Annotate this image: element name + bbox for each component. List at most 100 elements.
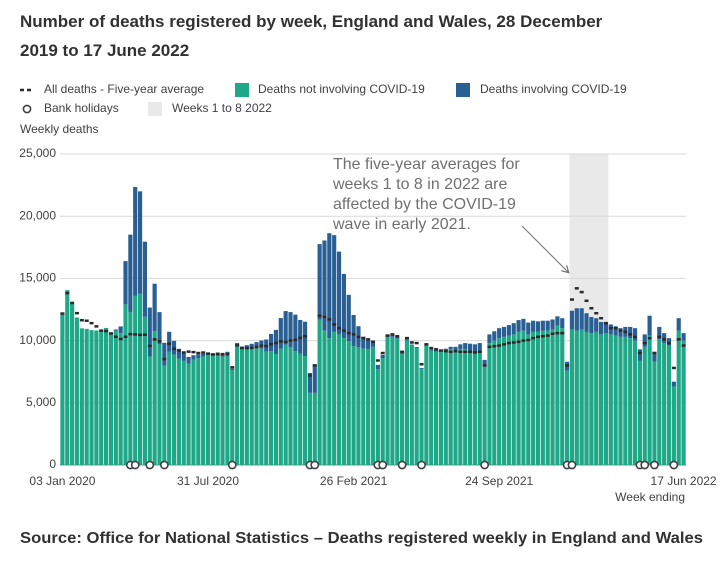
bar-segment bbox=[89, 330, 94, 465]
bar-segment bbox=[380, 354, 385, 359]
bar-segment bbox=[589, 333, 594, 465]
bar-segment bbox=[511, 334, 516, 465]
bank-holiday-marker bbox=[397, 460, 407, 470]
bar-segment bbox=[288, 347, 293, 465]
bar-segment bbox=[147, 307, 152, 357]
bar-segment bbox=[492, 340, 497, 465]
bar-segment bbox=[531, 320, 536, 332]
bar-segment bbox=[531, 331, 536, 465]
bar-segment bbox=[307, 392, 313, 465]
bar-segment bbox=[540, 320, 545, 331]
bar-segment bbox=[647, 335, 652, 465]
bar-segment bbox=[249, 347, 254, 465]
bank-holiday-marker bbox=[130, 460, 140, 470]
bar-segment bbox=[419, 369, 424, 465]
bar-segment bbox=[501, 336, 507, 465]
bar-segment bbox=[336, 334, 342, 465]
bar-segment bbox=[535, 321, 541, 332]
bar-segment bbox=[652, 361, 657, 465]
bar-segment bbox=[511, 323, 516, 335]
bar-segment bbox=[375, 369, 380, 465]
bar-segment bbox=[346, 294, 351, 342]
bar-segment bbox=[152, 331, 157, 465]
bar-segment bbox=[637, 349, 642, 361]
bar-segment bbox=[307, 372, 313, 393]
bar-segment bbox=[535, 331, 541, 465]
bar-segment bbox=[404, 339, 410, 341]
bar-segment bbox=[613, 335, 618, 465]
bar-segment bbox=[60, 312, 65, 465]
bar-segment bbox=[555, 316, 560, 326]
bar-segment bbox=[603, 321, 609, 334]
bar-segment bbox=[584, 331, 589, 465]
bar-segment bbox=[676, 318, 681, 331]
bar-segment bbox=[540, 330, 545, 465]
bar-segment bbox=[225, 351, 230, 354]
bar-segment bbox=[652, 351, 657, 362]
bar-segment bbox=[196, 358, 201, 465]
bar-segment bbox=[108, 332, 114, 465]
bar-segment bbox=[637, 360, 642, 465]
legend-swatch bbox=[148, 102, 162, 116]
bar-segment bbox=[74, 317, 80, 465]
bar-segment bbox=[366, 340, 371, 350]
bar-segment bbox=[429, 350, 434, 465]
bar-segment bbox=[137, 191, 143, 294]
bar-segment bbox=[662, 343, 667, 465]
bar-segment bbox=[273, 353, 279, 465]
bar-segment bbox=[560, 318, 565, 329]
y-tick-label: 15,000 bbox=[19, 271, 56, 285]
legend-swatch bbox=[22, 104, 32, 114]
x-tick-label: 26 Feb 2021 bbox=[320, 474, 388, 488]
bar-segment bbox=[555, 325, 560, 465]
bar-segment bbox=[201, 353, 206, 357]
bar-segment bbox=[220, 356, 225, 465]
bank-holiday-marker bbox=[567, 460, 577, 470]
bar-segment bbox=[254, 342, 259, 348]
bar-segment bbox=[283, 311, 288, 345]
annotation-text: affected by the COVID-19 bbox=[333, 196, 516, 213]
bar-segment bbox=[671, 386, 676, 465]
bar-segment bbox=[370, 346, 376, 465]
bar-segment bbox=[269, 351, 274, 465]
bar-segment bbox=[259, 348, 264, 465]
bar-segment bbox=[327, 233, 332, 339]
legend-label: Weeks 1 to 8 2022 bbox=[172, 101, 272, 115]
bar-segment bbox=[632, 340, 638, 465]
bar-segment bbox=[608, 334, 613, 465]
bar-segment bbox=[157, 312, 162, 345]
bar-segment bbox=[526, 322, 531, 335]
bar-segment bbox=[128, 311, 133, 465]
bar-segment bbox=[482, 359, 487, 367]
bar-segment bbox=[370, 340, 376, 347]
bar-segment bbox=[288, 312, 293, 348]
bank-holiday-marker bbox=[417, 460, 426, 470]
bar-segment bbox=[191, 355, 196, 360]
bar-segment bbox=[463, 343, 468, 350]
bar-segment bbox=[65, 290, 70, 465]
bar-segment bbox=[94, 330, 99, 465]
bar-segment bbox=[666, 345, 672, 465]
bar-segment bbox=[302, 321, 308, 356]
bar-segment bbox=[361, 348, 366, 465]
bar-segment bbox=[598, 321, 604, 335]
bank-holiday-marker bbox=[227, 460, 237, 470]
legend-swatch bbox=[235, 83, 249, 97]
bar-segment bbox=[118, 326, 123, 334]
bar-segment bbox=[312, 392, 317, 465]
bar-segment bbox=[205, 355, 211, 465]
bar-segment bbox=[186, 363, 191, 465]
bar-segment bbox=[448, 346, 453, 350]
bar-segment bbox=[390, 335, 395, 337]
bar-segment bbox=[433, 350, 439, 352]
bar-segment bbox=[584, 313, 589, 332]
y-axis-label: Weekly deaths bbox=[20, 122, 99, 136]
bar-segment bbox=[99, 329, 104, 465]
bar-segment bbox=[244, 345, 249, 348]
bar-segment bbox=[642, 334, 647, 347]
bar-segment bbox=[322, 240, 327, 331]
legend-swatch bbox=[456, 83, 470, 97]
bar-segment bbox=[521, 318, 526, 331]
bar-segment bbox=[375, 364, 380, 370]
